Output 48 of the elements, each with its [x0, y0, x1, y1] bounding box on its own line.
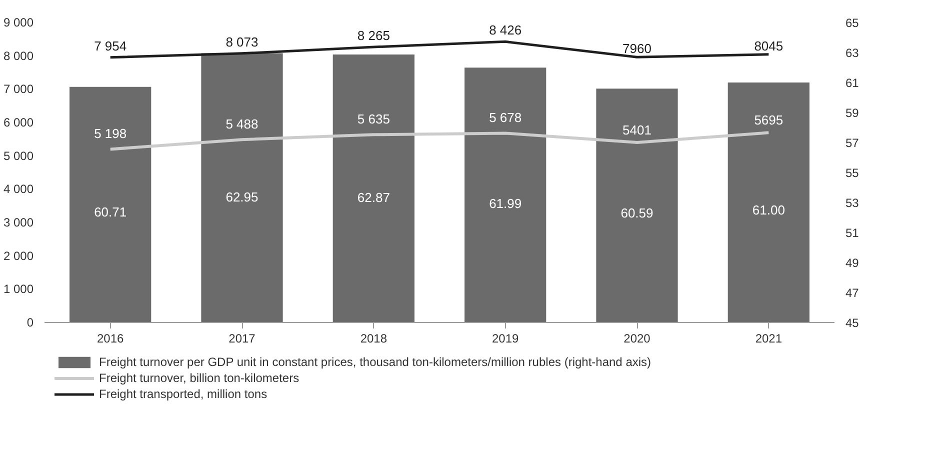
x-tick-label: 2017	[228, 332, 256, 346]
x-tick-label: 2018	[360, 332, 388, 346]
data-label: 5 198	[94, 126, 127, 142]
y2-tick-label: 51	[846, 226, 860, 240]
data-label: 8 426	[489, 22, 522, 38]
x-tick-label: 2019	[492, 332, 520, 346]
y-tick-label: 7 000	[3, 82, 34, 96]
legend-label: Freight turnover, billion ton-kilometers	[99, 371, 300, 385]
y-tick-label: 4 000	[3, 182, 34, 196]
data-label: 62.95	[226, 189, 258, 204]
data-label: 8 265	[357, 28, 390, 43]
y-tick-label: 8 000	[3, 48, 34, 63]
data-label: 8 073	[226, 34, 258, 50]
data-label: 61.99	[489, 196, 522, 211]
y2-tick-label: 57	[846, 136, 860, 150]
data-label: 5401	[622, 122, 652, 138]
data-label: 5 635	[357, 112, 390, 127]
legend-label: Freight turnover per GDP unit in constant prices, thousand ton-kilometers/million rubles (right-hand axis)	[99, 355, 652, 369]
y2-tick-label: 61	[846, 76, 860, 90]
data-label: 61.00	[752, 202, 785, 218]
y2-tick-label: 53	[846, 196, 860, 210]
legend-label: Freight transported, million tons	[99, 387, 268, 401]
y-tick-label: 0	[26, 316, 34, 330]
data-label: 5 678	[489, 110, 522, 126]
y-tick-label: 5 000	[3, 148, 34, 163]
data-label: 5 488	[226, 116, 258, 132]
y2-tick-label: 65	[846, 16, 860, 30]
y-tick-label: 1 000	[3, 282, 34, 296]
data-label: 60.59	[620, 205, 654, 220]
y-tick-label: 6 000	[3, 116, 34, 130]
y-tick-label: 3 000	[3, 216, 34, 230]
y2-tick-label: 45	[846, 316, 860, 330]
y2-tick-label: 55	[846, 166, 860, 180]
x-tick-label: 2020	[624, 332, 651, 346]
y2-tick-label: 47	[846, 286, 860, 300]
data-label: 5695	[754, 112, 784, 128]
data-label: 7960	[622, 41, 652, 56]
x-tick-label: 2016	[96, 332, 124, 346]
x-tick-label: 2021	[755, 332, 782, 346]
y2-tick-label: 49	[846, 256, 860, 270]
y-tick-label: 2 000	[3, 248, 34, 263]
y-tick-label: 9 000	[3, 16, 34, 30]
y2-tick-label: 59	[846, 106, 860, 120]
data-label: 7 954	[94, 38, 127, 54]
y2-tick-label: 63	[846, 46, 860, 60]
data-label: 62.87	[357, 190, 390, 205]
data-label: 8045	[754, 38, 784, 54]
data-label: 60.71	[94, 204, 127, 220]
